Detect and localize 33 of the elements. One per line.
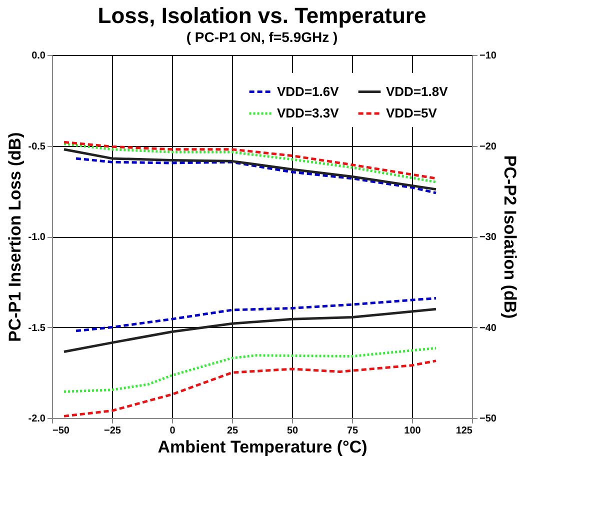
y-tick-label: -2.0 <box>28 414 46 424</box>
line-series <box>74 157 438 194</box>
line-series <box>62 346 438 393</box>
y-axis-title: PC-P1 Insertion Loss (dB) <box>5 132 24 342</box>
x-tick-label: 100 <box>404 426 422 436</box>
chart-title: Loss, Isolation vs. Temperature <box>98 3 426 28</box>
line-series <box>74 296 438 332</box>
chart-subtitle: ( PC-P1 ON, f=5.9GHz ) <box>186 29 338 45</box>
y2-tick-label: −50 <box>480 414 497 424</box>
x-tick-label: 75 <box>346 426 358 436</box>
y2-tick-label: −20 <box>480 141 497 152</box>
line-series <box>62 148 438 191</box>
legend-label: VDD=1.6V <box>277 84 340 99</box>
y-tick-label: -0.5 <box>28 141 46 152</box>
y2-tick-label: −10 <box>480 50 497 62</box>
y2-axis-title: PC-P2 Isolation (dB) <box>500 155 520 319</box>
x-tick-label: 50 <box>286 426 298 436</box>
x-tick-label: 125 <box>456 426 473 436</box>
line-series <box>62 308 438 354</box>
legend-label: VDD=1.8V <box>386 84 448 99</box>
line-series <box>62 360 438 418</box>
x-tick-label: −25 <box>104 426 122 436</box>
y-tick-label: -1.0 <box>28 232 46 243</box>
legend-label: VDD=3.3V <box>277 106 340 120</box>
x-tick-label: −50 <box>52 426 70 436</box>
x-tick-label: 0 <box>170 426 176 436</box>
y-tick-label: -1.5 <box>28 322 46 334</box>
legend-label: VDD=5V <box>386 106 438 120</box>
y-tick-label: 0.0 <box>32 50 46 62</box>
y2-tick-label: −30 <box>480 232 497 243</box>
x-tick-label: 25 <box>226 426 238 436</box>
x-axis-title: Ambient Temperature (°C) <box>158 438 368 456</box>
y2-tick-label: −40 <box>480 322 497 334</box>
